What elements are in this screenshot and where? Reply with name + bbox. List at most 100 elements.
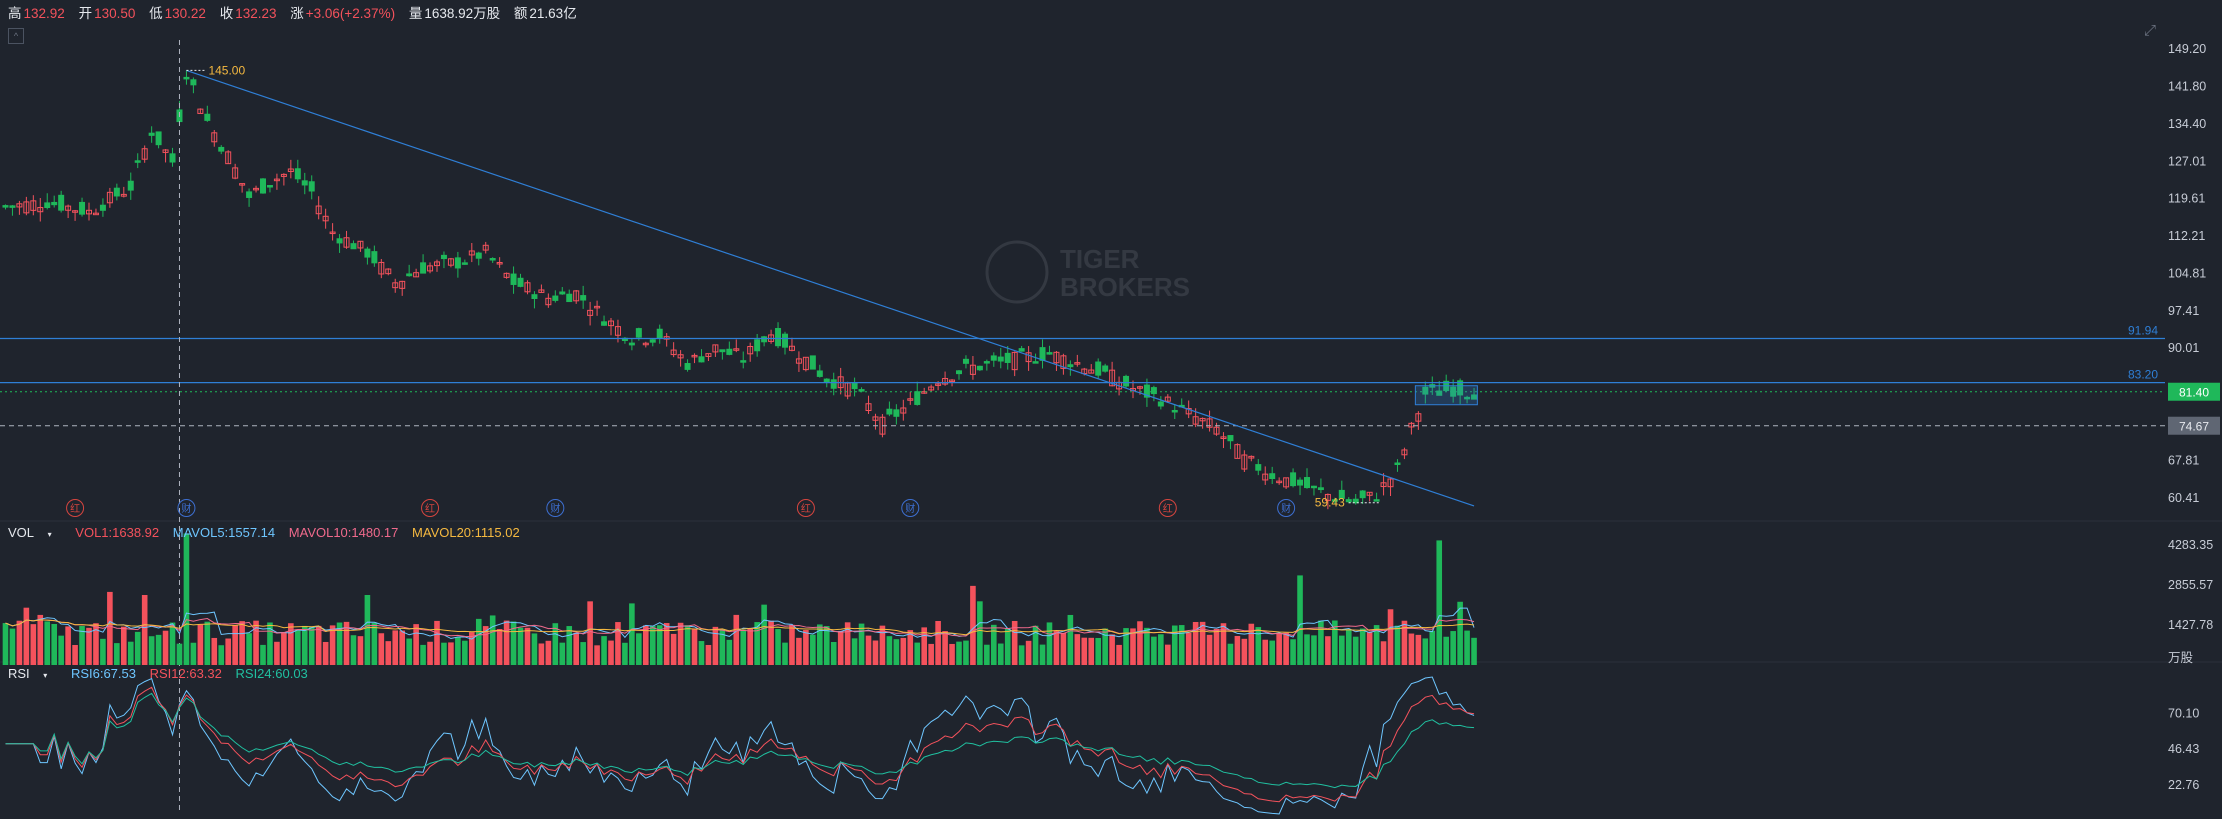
- volume-bar: [872, 640, 879, 665]
- candlestick: [1345, 497, 1352, 504]
- volume-bar: [239, 621, 245, 665]
- candlestick: [162, 149, 169, 163]
- crosshair-price-tag: 74.67: [2168, 416, 2220, 435]
- volume-indicator-select[interactable]: VOL ▾: [8, 525, 62, 540]
- candle-body: [997, 356, 1004, 362]
- candle-body: [1004, 352, 1011, 363]
- candle-body: [496, 262, 503, 265]
- candle-body: [962, 358, 969, 364]
- candle-body: [1060, 355, 1067, 369]
- candle-body: [106, 191, 113, 204]
- candle-body: [315, 205, 322, 215]
- candle-body: [531, 294, 538, 300]
- candle-body: [1359, 490, 1366, 499]
- candlestick: [1324, 493, 1331, 510]
- volume-bar: [935, 620, 941, 665]
- event-marker-label: 红: [70, 502, 80, 515]
- candlestick: [315, 196, 322, 220]
- candle-body: [969, 364, 976, 375]
- price-tick-label: 119.61: [2168, 192, 2205, 206]
- event-marker-ring: [901, 499, 920, 517]
- volume-bar: [817, 624, 823, 665]
- volume-bar: [462, 640, 468, 665]
- candle-body: [601, 321, 608, 326]
- candle-body: [399, 280, 406, 289]
- volume-bar: [225, 638, 231, 665]
- candle-body: [454, 257, 461, 269]
- candle-body: [266, 185, 273, 188]
- volume-bar: [16, 620, 23, 665]
- close-label: 收: [219, 6, 234, 21]
- volume-bar: [1053, 630, 1060, 665]
- volume-bar: [1408, 633, 1415, 665]
- candle-body: [503, 272, 510, 278]
- volume-bar: [844, 622, 851, 665]
- rsi-tick-label: 46.43: [2168, 742, 2199, 756]
- earnings-marker: 财: [177, 499, 196, 517]
- candle-body: [1171, 409, 1178, 413]
- volume-bar: [656, 625, 663, 665]
- volume-bar: [253, 620, 259, 665]
- volume-legend: VOL ▾ VOL1:1638.92 MAVOL5:1557.14 MAVOL1…: [8, 525, 530, 540]
- candlestick: [1150, 385, 1157, 402]
- candlestick: [1046, 345, 1053, 355]
- candle-body: [1436, 390, 1443, 396]
- candle-body: [761, 336, 768, 343]
- candlestick: [809, 355, 816, 370]
- candlestick: [461, 259, 468, 265]
- event-marker-ring: [421, 499, 440, 517]
- trendline: [186, 69, 1475, 507]
- volume-bar: [1206, 634, 1213, 665]
- volume-bar: [1325, 636, 1331, 665]
- candlestick: [684, 359, 691, 372]
- candle-body: [1276, 480, 1283, 484]
- candlestick: [2, 204, 9, 210]
- volume-bar: [1158, 634, 1164, 665]
- volume-bar: [503, 620, 510, 665]
- candlestick: [802, 356, 809, 372]
- volume-bar: [587, 601, 593, 665]
- candle-body: [1269, 473, 1276, 480]
- candlestick: [1220, 432, 1227, 449]
- candle-body: [559, 291, 566, 295]
- event-marker-label: 财: [1281, 502, 1291, 515]
- candle-body: [58, 194, 65, 211]
- candle-body: [287, 168, 294, 172]
- candle-body: [1394, 462, 1401, 465]
- candlestick: [120, 186, 127, 198]
- candle-body: [141, 148, 148, 160]
- candlestick: [190, 77, 197, 94]
- candle-body: [468, 250, 475, 256]
- volume-bar: [197, 624, 204, 665]
- rsi-indicator-select[interactable]: RSI ▾: [8, 666, 57, 681]
- candlestick: [837, 367, 844, 395]
- volume-bar: [796, 637, 802, 665]
- collapse-icon[interactable]: ^: [8, 28, 24, 44]
- volume-bar: [114, 643, 120, 665]
- candlestick: [447, 257, 454, 268]
- volume-bar: [517, 627, 524, 665]
- expand-icon[interactable]: ⤢: [2144, 22, 2157, 39]
- candle-body: [510, 273, 517, 285]
- candlestick: [301, 172, 308, 195]
- candlestick: [86, 202, 92, 221]
- candle-body: [1471, 394, 1478, 400]
- candlestick: [51, 195, 58, 208]
- candle-body: [1095, 361, 1102, 376]
- candle-body: [594, 305, 601, 309]
- volume-bar: [1025, 640, 1032, 665]
- candlestick: [106, 187, 113, 208]
- candle-body: [183, 76, 190, 80]
- volume-bar: [823, 626, 830, 665]
- volume-bar: [148, 636, 155, 665]
- candlestick: [141, 145, 148, 163]
- volume-bar: [274, 641, 280, 665]
- selection-box: [1414, 385, 1478, 406]
- volume-title: VOL: [8, 525, 35, 540]
- candlestick: [851, 377, 858, 397]
- volume-bar: [1137, 621, 1143, 665]
- volume-bar: [260, 644, 266, 665]
- candlestick: [371, 245, 378, 267]
- volume-bar: [23, 607, 30, 665]
